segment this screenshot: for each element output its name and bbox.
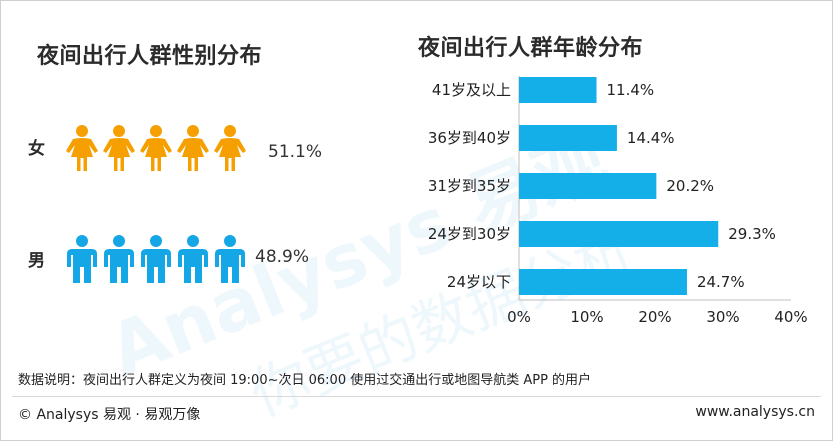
male-person-icon bbox=[215, 235, 245, 283]
age-bar bbox=[519, 173, 657, 199]
bar-value-label: 14.4% bbox=[627, 129, 675, 147]
category-label: 24岁到30岁 bbox=[428, 225, 511, 243]
footer-copyright: © Analysys 易观 · 易观万像 bbox=[18, 407, 201, 423]
male-value: 48.9% bbox=[255, 247, 310, 267]
footer-divider bbox=[12, 396, 821, 397]
female-person-icon bbox=[177, 125, 209, 171]
category-label: 41岁及以上 bbox=[432, 81, 511, 99]
x-tick-label: 0% bbox=[507, 308, 531, 326]
female-value: 51.1% bbox=[268, 142, 323, 162]
bar-value-label: 20.2% bbox=[666, 177, 714, 195]
male-person-icon bbox=[141, 235, 171, 283]
male-icon-row bbox=[64, 234, 248, 284]
data-note: 数据说明：夜间出行人群定义为夜间 19:00~次日 06:00 使用过交通出行或… bbox=[18, 373, 592, 388]
male-person-icon bbox=[178, 235, 208, 283]
female-person-icon bbox=[103, 125, 135, 171]
male-person-icon bbox=[67, 235, 97, 283]
category-label: 36岁到40岁 bbox=[428, 129, 511, 147]
male-person-icon bbox=[104, 235, 134, 283]
age-bar bbox=[519, 77, 597, 103]
age-chart-title: 夜间出行人群年龄分布 bbox=[418, 36, 644, 61]
category-label: 31岁到35岁 bbox=[428, 177, 511, 195]
male-label: 男 bbox=[28, 251, 45, 271]
female-person-icon bbox=[214, 125, 246, 171]
age-bar bbox=[519, 221, 719, 247]
female-person-icon bbox=[66, 125, 98, 171]
category-label: 24岁以下 bbox=[447, 273, 511, 291]
x-tick-label: 10% bbox=[570, 308, 603, 326]
age-bar bbox=[519, 269, 687, 295]
female-icon-row bbox=[64, 124, 248, 172]
female-label: 女 bbox=[28, 139, 45, 159]
bar-value-label: 11.4% bbox=[607, 81, 655, 99]
gender-title: 夜间出行人群性别分布 bbox=[37, 44, 263, 69]
age-bar bbox=[519, 125, 617, 151]
footer-website: www.analysys.cn bbox=[695, 404, 815, 420]
bar-value-label: 29.3% bbox=[728, 225, 776, 243]
x-tick-label: 30% bbox=[706, 308, 739, 326]
x-tick-label: 20% bbox=[638, 308, 671, 326]
bar-value-label: 24.7% bbox=[697, 273, 745, 291]
female-person-icon bbox=[140, 125, 172, 171]
x-tick-label: 40% bbox=[774, 308, 807, 326]
